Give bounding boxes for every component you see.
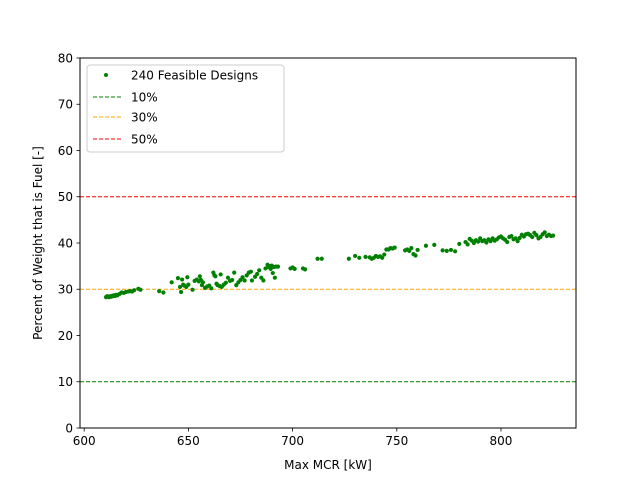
x-tick-label: 800 xyxy=(490,434,513,448)
y-tick-label: 10 xyxy=(58,375,73,389)
y-tick-label: 30 xyxy=(58,283,73,297)
legend-box xyxy=(86,64,285,153)
data-point xyxy=(517,235,522,241)
data-point xyxy=(175,276,181,281)
legend: 240 Feasible Designs 10% 30% 50% xyxy=(86,64,285,153)
x-axis-label: Max MCR [kW] xyxy=(284,458,372,472)
legend-label-50-percent: 50% xyxy=(131,133,158,147)
data-point xyxy=(357,255,362,260)
y-axis-label: Percent of Weight that is Fuel [-] xyxy=(31,146,45,340)
data-point xyxy=(270,270,275,276)
x-tick-label: 700 xyxy=(281,434,304,448)
data-point xyxy=(534,233,539,238)
data-point xyxy=(509,233,514,239)
data-point xyxy=(178,289,184,295)
data-point xyxy=(352,253,358,259)
x-tick-label: 750 xyxy=(385,434,408,448)
data-point xyxy=(230,277,235,283)
data-point xyxy=(275,264,281,269)
data-point xyxy=(138,287,143,292)
data-point xyxy=(444,248,449,253)
data-point xyxy=(380,255,385,260)
legend-label-10-percent: 10% xyxy=(131,91,158,105)
data-point xyxy=(415,247,420,253)
legend-label-30-percent: 30% xyxy=(131,111,158,125)
data-point xyxy=(272,275,277,280)
data-point xyxy=(185,275,190,280)
data-point xyxy=(242,278,247,283)
data-point xyxy=(292,266,297,271)
data-point xyxy=(505,239,510,245)
data-point xyxy=(465,242,470,247)
data-point xyxy=(530,234,535,240)
data-point xyxy=(209,286,214,291)
x-tick-label: 650 xyxy=(177,434,200,448)
y-tick-label: 80 xyxy=(58,51,73,65)
x-tick-label: 600 xyxy=(73,434,96,448)
data-point xyxy=(186,282,191,287)
data-point xyxy=(515,239,520,244)
data-point xyxy=(232,270,237,275)
data-point xyxy=(263,266,268,271)
data-points xyxy=(103,230,556,300)
y-tick-label: 50 xyxy=(58,190,73,204)
data-point xyxy=(257,268,262,273)
data-point xyxy=(225,275,231,280)
data-point xyxy=(169,280,174,285)
data-point xyxy=(346,256,351,261)
data-point xyxy=(223,280,228,285)
data-point xyxy=(177,284,183,290)
data-point xyxy=(255,271,260,277)
legend-label-feasible-designs: 240 Feasible Designs xyxy=(131,69,258,83)
data-point xyxy=(363,254,368,259)
y-axis-ticks: 0 10 20 30 40 50 60 70 80 xyxy=(58,51,80,435)
data-point xyxy=(268,266,273,271)
data-point xyxy=(475,239,481,244)
data-point xyxy=(315,256,320,261)
data-point xyxy=(132,288,137,293)
data-point xyxy=(157,289,162,294)
data-point xyxy=(448,247,454,253)
data-point xyxy=(440,248,445,253)
data-point xyxy=(248,269,253,274)
data-point xyxy=(197,274,202,279)
legend-marker-feasible-designs xyxy=(104,73,108,77)
data-point xyxy=(180,277,185,282)
data-point xyxy=(542,230,547,235)
y-tick-label: 60 xyxy=(58,144,73,158)
data-point xyxy=(190,287,195,292)
data-point xyxy=(409,245,414,251)
data-point xyxy=(550,233,556,238)
data-point xyxy=(457,241,462,247)
data-point xyxy=(413,253,418,258)
data-point xyxy=(423,243,429,248)
x-axis-ticks: 600 650 700 750 800 xyxy=(73,428,513,448)
data-point xyxy=(392,245,397,250)
data-point xyxy=(382,252,387,257)
data-point xyxy=(484,240,489,245)
data-point xyxy=(319,256,324,261)
data-point xyxy=(200,280,206,285)
data-point xyxy=(261,278,266,283)
y-tick-label: 70 xyxy=(58,98,73,112)
data-point xyxy=(213,274,218,279)
data-point xyxy=(249,278,255,283)
data-point xyxy=(432,242,437,247)
reference-lines xyxy=(80,196,576,383)
y-tick-label: 20 xyxy=(58,329,73,343)
data-point xyxy=(240,275,245,280)
data-point xyxy=(218,272,223,277)
data-point xyxy=(161,290,166,295)
y-tick-label: 0 xyxy=(65,421,73,435)
data-point xyxy=(453,249,458,254)
data-point xyxy=(302,267,308,272)
y-tick-label: 40 xyxy=(58,236,73,250)
